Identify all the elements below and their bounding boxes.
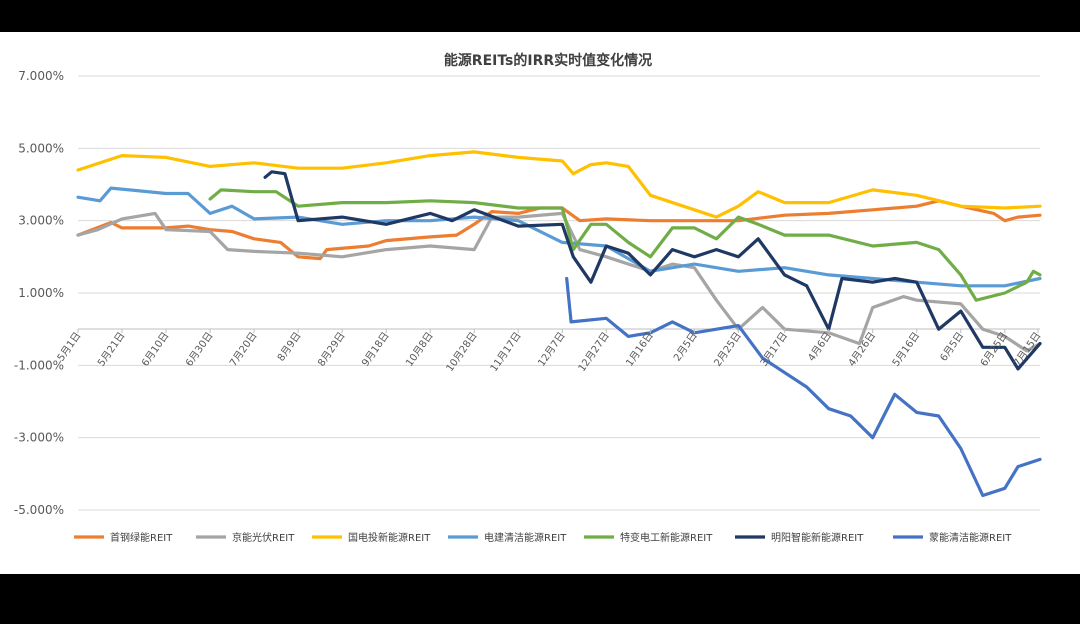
legend-label: 京能光伏REIT (232, 531, 295, 544)
legend-label: 首钢绿能REIT (110, 531, 173, 544)
line-chart: 能源REITs的IRR实时值变化情况 7.000% 5.000% 3.000% 1.0… (14, 52, 1044, 544)
gridlines (78, 75, 1040, 511)
legend-label: 明阳智能新能源REIT (771, 531, 864, 544)
x-tick-label: 4月6日 (806, 330, 835, 364)
x-tick-label: 5月21日 (95, 330, 127, 369)
x-tick-label: 5月1日 (55, 330, 84, 364)
x-tick-label: 8月29日 (315, 330, 347, 369)
x-tick-label: 2月25日 (712, 330, 744, 369)
y-tick-label: 1.000% (18, 286, 64, 300)
x-tick-label: 5月16日 (890, 330, 922, 369)
x-tick-label: 7月20日 (227, 330, 259, 369)
legend: 首钢绿能REIT 京能光伏REIT 国电投新能源REIT 电建清洁能源REIT 特变电工… (74, 531, 1012, 544)
legend-label: 特变电工新能源REIT (620, 531, 713, 544)
series-line (76, 199, 1042, 261)
y-axis-ticks: 7.000% 5.000% 3.000% 1.000% -1.000% -3.000% -5… (14, 69, 64, 517)
legend-label: 蒙能清洁能源REIT (929, 531, 1012, 544)
y-tick-label: -5.000% (14, 503, 64, 517)
x-tick-label: 11月17日 (488, 330, 524, 374)
chart-title: 能源REITs的IRR实时值变化情况 (444, 52, 652, 69)
x-tick-label: 2月5日 (671, 330, 700, 364)
x-axis-ticks: 5月1日 5月21日 6月10日 6月30日 7月20日 8月9日 8月29日 9月18日 10… (55, 329, 1043, 374)
x-tick-label: 6月5日 (938, 330, 967, 364)
x-tick-label: 6月30日 (183, 330, 215, 369)
x-tick-label: 12月7日 (536, 330, 568, 369)
legend-label: 电建清洁能源REIT (484, 531, 567, 544)
x-tick-label: 3月17日 (758, 330, 790, 369)
chart-frame: 能源REITs的IRR实时值变化情况 7.000% 5.000% 3.000% 1.0… (0, 32, 1080, 574)
series-line (565, 276, 1042, 498)
series-line (76, 211, 1042, 353)
series-lines (76, 150, 1042, 498)
series-line (208, 188, 1042, 302)
y-tick-label: 5.000% (18, 141, 64, 155)
x-tick-label: 10月28日 (444, 330, 480, 374)
x-tick-label: 8月9日 (275, 330, 304, 364)
y-tick-label: 3.000% (18, 214, 64, 228)
series-line (76, 186, 1042, 288)
series-line (263, 170, 1042, 371)
x-tick-label: 7月15日 (1011, 330, 1043, 369)
series-line (76, 150, 1042, 219)
y-tick-label: -1.000% (14, 358, 64, 372)
x-tick-label: 12月27日 (576, 330, 612, 374)
y-tick-label: -3.000% (14, 431, 64, 445)
y-tick-label: 7.000% (18, 69, 64, 83)
legend-label: 国电投新能源REIT (348, 531, 431, 544)
x-tick-label: 6月10日 (139, 330, 171, 369)
x-tick-label: 10月8日 (403, 330, 435, 369)
x-tick-label: 9月18日 (359, 330, 391, 369)
